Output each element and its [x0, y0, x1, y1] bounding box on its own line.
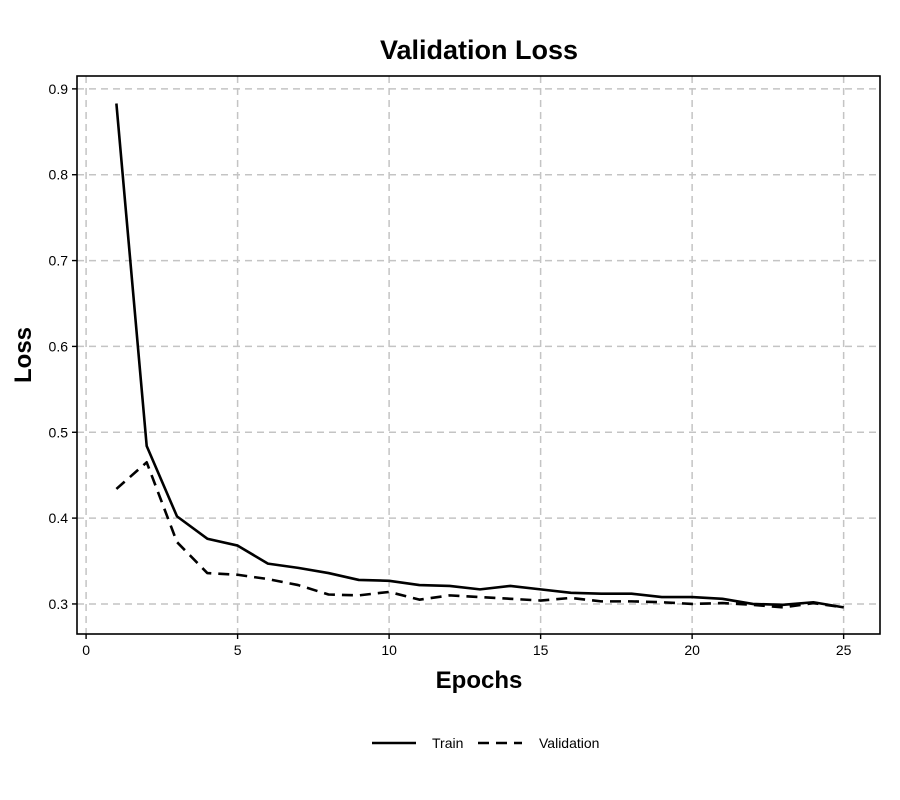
y-tick-label: 0.3 [49, 596, 69, 612]
x-tick-label: 25 [836, 642, 852, 658]
x-tick-label: 5 [234, 642, 242, 658]
legend-label-validation: Validation [539, 735, 599, 751]
chart-title: Validation Loss [380, 35, 578, 65]
series-lines [115, 103, 844, 609]
y-tick-label: 0.5 [49, 424, 69, 440]
y-tick-label: 0.6 [49, 338, 69, 354]
y-axis-label: Loss [10, 327, 37, 383]
x-tick-label: 15 [533, 642, 549, 658]
plot-frame [76, 75, 881, 635]
legend: Train Validation [372, 735, 599, 751]
axis-ticks: 0 5 10 15 20 25 0.3 0.4 0.5 0.6 0.7 0.8 0.9 [49, 81, 852, 658]
series-line-train [115, 103, 844, 609]
y-tick-label: 0.7 [49, 253, 69, 269]
x-axis-label: Epochs [436, 667, 523, 694]
series-line-validation [115, 461, 844, 609]
x-tick-label: 0 [82, 642, 90, 658]
y-tick-label: 0.9 [49, 81, 69, 97]
grid-lines [77, 76, 880, 634]
y-tick-label: 0.4 [49, 510, 69, 526]
x-tick-label: 10 [381, 642, 397, 658]
legend-label-train: Train [432, 735, 463, 751]
x-tick-label: 20 [684, 642, 700, 658]
y-tick-label: 0.8 [49, 167, 69, 183]
